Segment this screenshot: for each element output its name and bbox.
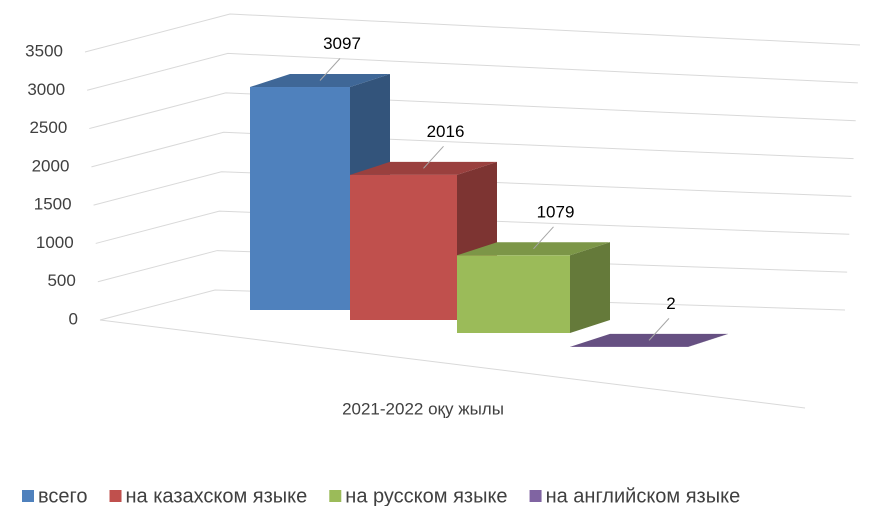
- data-label: 3097: [323, 34, 361, 53]
- y-tick-label: 1000: [36, 233, 74, 252]
- legend-label: всего: [38, 485, 88, 506]
- grid-line: [97, 250, 848, 283]
- legend-swatch: [329, 490, 342, 502]
- bar-side: [570, 242, 610, 333]
- legend-label: на казахском языке: [126, 485, 308, 506]
- y-tick-label: 2500: [29, 118, 67, 137]
- grid-line: [84, 13, 861, 53]
- grid-line: [89, 92, 856, 130]
- category-label: 2021-2022 оқу жылы: [342, 399, 504, 418]
- y-tick-label: 1500: [34, 195, 72, 214]
- grid-line: [99, 289, 846, 321]
- legend-label: на русском языке: [345, 485, 507, 506]
- bar: [250, 87, 350, 311]
- grid-line: [91, 131, 854, 168]
- bar-side: [688, 333, 728, 347]
- grid-line: [87, 52, 858, 91]
- legend-swatch: [22, 490, 34, 502]
- leader-line: [423, 146, 444, 169]
- y-tick-label: 2000: [32, 156, 70, 175]
- leader-line: [319, 58, 341, 81]
- bar: [350, 174, 457, 320]
- y-tick-label: 0: [69, 309, 78, 328]
- leader-line: [648, 318, 670, 341]
- legend-swatch: [109, 490, 122, 502]
- y-tick-label: 3000: [27, 80, 65, 99]
- leader-line: [533, 226, 554, 250]
- data-label: 2: [666, 294, 675, 313]
- data-label: 1079: [537, 202, 575, 221]
- y-tick-label: 500: [47, 271, 75, 290]
- legend-swatch: [529, 490, 542, 502]
- grid-line: [93, 171, 852, 206]
- data-label: 2016: [427, 122, 465, 141]
- bar: [457, 255, 570, 333]
- legend-label: на английском языке: [546, 485, 741, 506]
- y-tick-label: 3500: [25, 41, 63, 60]
- grid-line: [95, 210, 850, 244]
- floor-edge: [99, 319, 806, 409]
